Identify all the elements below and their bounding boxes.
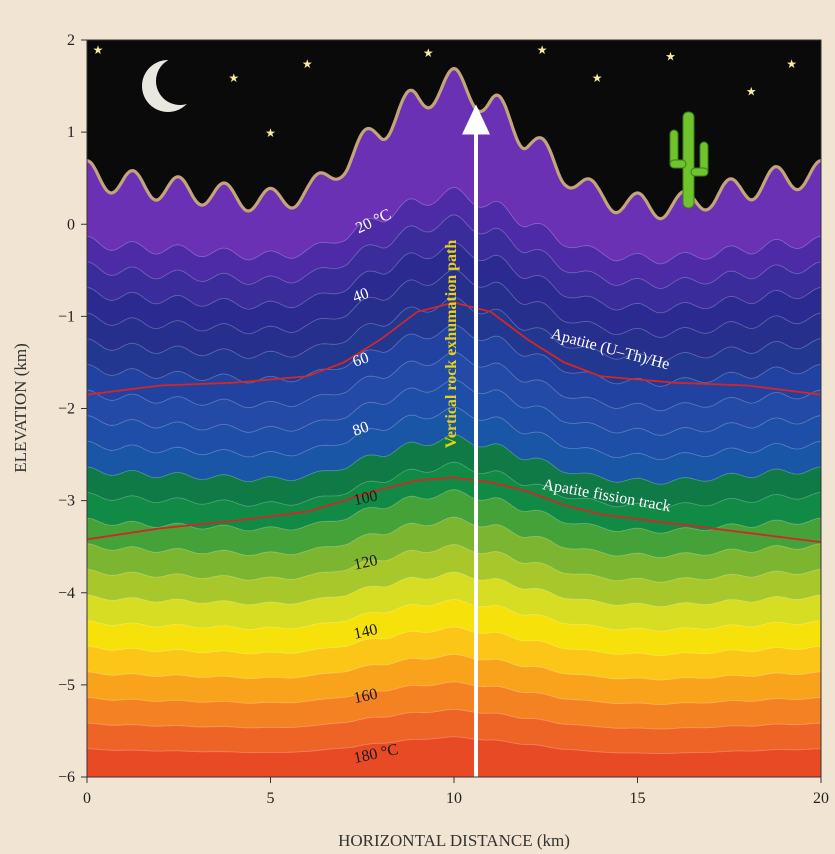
star-icon: ★ [423, 46, 434, 60]
isotherm-line [87, 571, 821, 607]
x-tick-label: 20 [813, 790, 829, 807]
x-axis-label: HORIZONTAL DISTANCE (km) [338, 831, 570, 850]
isotherm-line [87, 214, 821, 289]
isotherm-line [87, 654, 821, 681]
y-tick-label: −1 [58, 308, 75, 325]
cactus-icon [669, 111, 709, 209]
isotherm-line [87, 351, 821, 412]
isotherm-line [87, 269, 821, 338]
isotherm-line [87, 406, 821, 461]
y-tick-label: 1 [67, 124, 75, 141]
isotherm-band [87, 736, 821, 777]
y-tick-label: 0 [67, 216, 75, 233]
star-icon: ★ [93, 43, 104, 57]
isotherm-label: 160 [352, 686, 379, 708]
exhumation-path-label: Vertical rock exhumation path [443, 240, 460, 449]
star-icon: ★ [265, 126, 276, 140]
star-icon: ★ [592, 71, 603, 85]
land-surface-line [87, 67, 821, 221]
x-tick-label: 15 [630, 790, 646, 807]
star-icon: ★ [302, 57, 313, 71]
isotherm-label: 80 [350, 418, 371, 439]
isotherm-line [87, 626, 821, 656]
y-tick-label: −5 [58, 677, 75, 694]
isotherm-line [87, 516, 821, 559]
plot-area: ★ ★ ★ ★ ★ ★ ★ ★ ★ ★ [87, 40, 821, 777]
x-tick-label: 5 [267, 790, 275, 807]
y-tick-label: −2 [58, 401, 75, 418]
star-icon: ★ [786, 57, 797, 71]
isotherm-line [87, 736, 821, 754]
isotherm-label: 140 [352, 621, 379, 643]
isotherm-label: 40 [350, 285, 371, 306]
isotherm-line [87, 296, 821, 363]
isotherm-label: 120 [352, 552, 379, 574]
isotherm-label: 60 [350, 349, 371, 370]
isotherm-line [87, 461, 821, 510]
isotherm-line [87, 544, 821, 583]
x-tick-label: 0 [83, 790, 91, 807]
isotherm-line [87, 187, 821, 265]
isotherm-line [87, 489, 821, 534]
y-tick-label: −3 [58, 493, 75, 510]
moon-icon [142, 57, 204, 112]
isotherm-line [87, 681, 821, 705]
y-axis-label: ELEVATION (km) [11, 343, 30, 473]
y-tick-label: −4 [58, 585, 75, 602]
isotherm-line [87, 599, 821, 632]
isotherm-line [87, 324, 821, 387]
star-icon: ★ [537, 43, 548, 57]
star-icon: ★ [228, 71, 239, 85]
closure-isotherm-line [87, 476, 821, 543]
y-tick-label: −6 [58, 769, 75, 786]
exhumation-arrow-head [462, 104, 491, 135]
closure-isotherm-line [87, 301, 821, 396]
isotherm-label: 100 [352, 488, 379, 510]
x-tick-label: 10 [446, 790, 462, 807]
isotherm-line [87, 379, 821, 436]
isotherm-line [87, 709, 821, 730]
star-icon: ★ [746, 85, 757, 99]
star-icon: ★ [665, 50, 676, 64]
isotherm-line [87, 241, 821, 314]
isotherm-line [87, 434, 821, 485]
y-tick-label: 2 [67, 32, 75, 49]
